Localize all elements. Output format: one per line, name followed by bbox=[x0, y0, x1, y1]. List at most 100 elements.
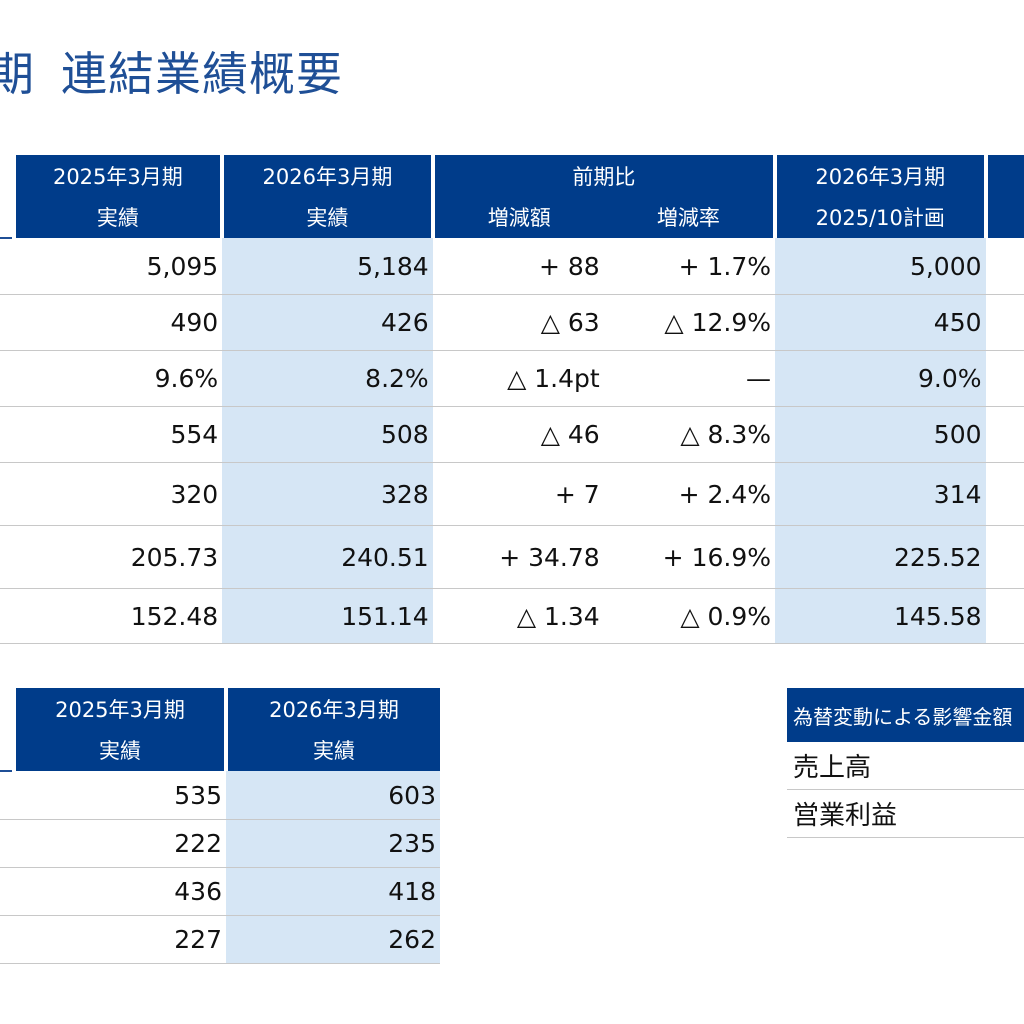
header-label: 実績 bbox=[306, 206, 349, 231]
table-cell: + 2.4% bbox=[603, 462, 775, 526]
header-fy2026-plan: 2026年3月期 2025/10計画 bbox=[773, 155, 986, 238]
header-yoy: 前期比 増減額 増減率 bbox=[430, 155, 775, 238]
table-cell: 235 bbox=[226, 819, 440, 868]
table-row: 490 426 △ 63 △ 12.9% 450 bbox=[0, 294, 1024, 351]
segment-results-table: 2025年3月期 実績 2026年3月期 実績 535 603 222 235 436 4… bbox=[0, 688, 440, 964]
header-next-col bbox=[983, 155, 1024, 238]
header-label: 2026年3月期 bbox=[269, 697, 399, 722]
header-label: 実績 bbox=[99, 739, 141, 764]
table-cell: 418 bbox=[226, 867, 440, 916]
table-row: 9.6% 8.2% △ 1.4pt —9.0% bbox=[0, 350, 1024, 407]
table-cell: △ 1.4pt bbox=[432, 350, 604, 407]
header-fy2026-actual: 2026年3月期 実績 bbox=[224, 688, 440, 771]
table-cell bbox=[985, 462, 1024, 526]
header-fy2025-actual: 2025年3月期 実績 bbox=[11, 155, 223, 238]
table-cell bbox=[985, 525, 1024, 589]
table-cell bbox=[0, 915, 14, 964]
consolidated-results-table: 2025年3月期 実績 2026年3月期 実績 前期比 増減額 増減率 2026年3月… bbox=[0, 155, 1024, 644]
header-row: 2025年3月期 実績 2026年3月期 実績 bbox=[0, 688, 440, 772]
header-label: 実績 bbox=[96, 206, 139, 231]
header-label: 2026年3月期 bbox=[262, 164, 393, 189]
header-row: 為替変動による影響金額 bbox=[787, 688, 1024, 742]
table-cell: 328 bbox=[222, 462, 433, 526]
table-cell: 508 bbox=[222, 406, 433, 463]
table-cell bbox=[0, 771, 14, 820]
table-cell bbox=[0, 350, 14, 407]
table-cell: 535 bbox=[14, 771, 226, 820]
header-row: 2025年3月期 実績 2026年3月期 実績 前期比 増減額 増減率 2026年3月… bbox=[0, 155, 1024, 239]
header-label: 実績 bbox=[313, 739, 355, 764]
table-cell: △ 0.9% bbox=[603, 588, 775, 644]
table-cell: 603 bbox=[226, 771, 440, 820]
table-cell bbox=[0, 238, 14, 295]
header-fy2025-actual: 2025年3月期 実績 bbox=[12, 688, 226, 771]
table-cell: 426 bbox=[222, 294, 433, 351]
table-cell: 9.6% bbox=[13, 350, 223, 407]
table-row: 535 603 bbox=[0, 771, 440, 820]
page-title: 期連結業績概要 bbox=[0, 38, 343, 104]
table-cell: 5,000 bbox=[775, 238, 986, 295]
table-cell: 314 bbox=[775, 462, 986, 526]
table-row: 320 328 + 7 + 2.4% 314 bbox=[0, 462, 1024, 526]
table-cell: + 34.78 bbox=[432, 525, 604, 589]
header-change-amount: 増減額 bbox=[487, 206, 551, 231]
table-cell bbox=[0, 819, 14, 868]
table-cell: 222 bbox=[14, 819, 226, 868]
table-cell: 152.48 bbox=[13, 588, 223, 644]
table-cell: + 88 bbox=[432, 238, 604, 295]
table-cell: + 7 bbox=[432, 462, 604, 526]
table-cell bbox=[0, 588, 14, 644]
table-cell bbox=[0, 525, 14, 589]
table-cell: 8.2% bbox=[222, 350, 433, 407]
table-cell: 450 bbox=[775, 294, 986, 351]
header-comparison: 前期比 bbox=[572, 164, 636, 189]
fx-row-label: 営業利益 bbox=[787, 789, 1024, 838]
table-cell: 151.14 bbox=[222, 588, 433, 644]
table-cell bbox=[0, 462, 14, 526]
table-cell: 320 bbox=[13, 462, 223, 526]
table-cell bbox=[985, 406, 1024, 463]
table-cell: 9.0% bbox=[775, 350, 986, 407]
fx-row-label: 売上高 bbox=[787, 742, 1024, 790]
corner-cell bbox=[0, 155, 14, 239]
table-cell: 436 bbox=[14, 867, 226, 916]
title-text: 連結業績概要 bbox=[61, 47, 343, 101]
fx-header: 為替変動による影響金額 bbox=[787, 688, 1024, 742]
table-cell: △ 8.3% bbox=[603, 406, 775, 463]
table-cell: 262 bbox=[226, 915, 440, 964]
table-row: 436 418 bbox=[0, 867, 440, 916]
table-cell: 205.73 bbox=[13, 525, 223, 589]
table-cell: 554 bbox=[13, 406, 223, 463]
header-fy2026-actual: 2026年3月期 実績 bbox=[220, 155, 433, 238]
table-cell: 490 bbox=[13, 294, 223, 351]
table-cell: 227 bbox=[14, 915, 226, 964]
table-cell: △ 12.9% bbox=[603, 294, 775, 351]
table-cell: — bbox=[603, 350, 775, 407]
table-cell bbox=[0, 406, 14, 463]
table-cell: + 1.7% bbox=[603, 238, 775, 295]
table-cell bbox=[0, 294, 14, 351]
table-cell bbox=[985, 350, 1024, 407]
title-period: 期 bbox=[0, 47, 35, 101]
table-row: 205.73 240.51 + 34.78 + 16.9% 225.52 bbox=[0, 525, 1024, 589]
table-row: 222 235 bbox=[0, 819, 440, 868]
table-cell bbox=[985, 588, 1024, 644]
table-row: 554 508 △ 46 △ 8.3% 500 bbox=[0, 406, 1024, 463]
table-cell: △ 1.34 bbox=[432, 588, 604, 644]
table-cell: 5,184 bbox=[222, 238, 433, 295]
table-row: 152.48 151.14 △ 1.34 △ 0.9% 145.58 bbox=[0, 588, 1024, 644]
header-change-rate: 増減率 bbox=[656, 206, 720, 231]
table-cell: + 16.9% bbox=[603, 525, 775, 589]
table-cell: △ 63 bbox=[432, 294, 604, 351]
header-label: 2025年3月期 bbox=[55, 697, 185, 722]
table-cell: 145.58 bbox=[775, 588, 986, 644]
table-cell: 225.52 bbox=[775, 525, 986, 589]
table-cell: 5,095 bbox=[13, 238, 223, 295]
table-row: 営業利益 bbox=[787, 789, 1024, 838]
header-label: 2025年3月期 bbox=[52, 164, 183, 189]
table-cell: △ 46 bbox=[432, 406, 604, 463]
corner-cell bbox=[0, 688, 14, 772]
fx-impact-table: 為替変動による影響金額 売上高 営業利益 bbox=[787, 688, 1024, 838]
table-row: 5,095 5,184 + 88 + 1.7% 5,000 bbox=[0, 238, 1024, 295]
header-label: 2025/10計画 bbox=[815, 206, 945, 231]
